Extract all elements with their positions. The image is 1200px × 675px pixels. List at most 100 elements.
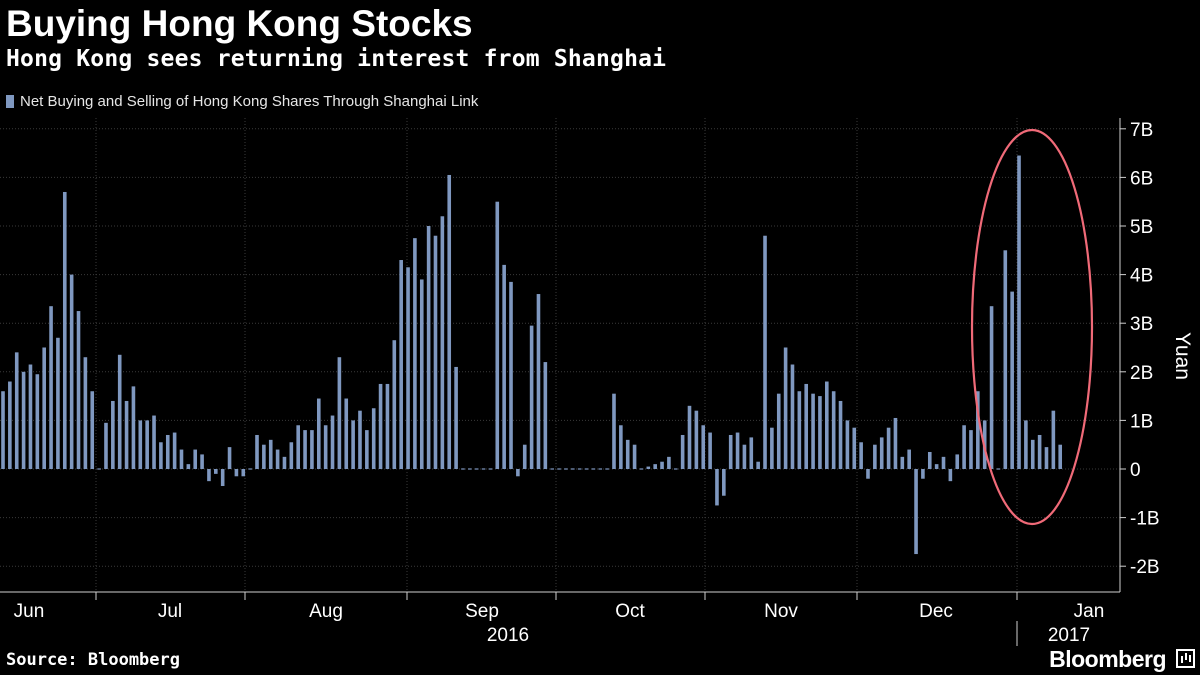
bar: [268, 439, 273, 469]
bar: [536, 294, 541, 469]
bar: [948, 469, 953, 482]
bar: [543, 362, 548, 469]
bar: [413, 238, 417, 469]
bar: [488, 468, 493, 470]
bar: [900, 456, 905, 469]
bar: [591, 468, 596, 470]
bar: [687, 405, 692, 469]
brand-logo: Bloomberg: [1049, 646, 1166, 672]
bar: [358, 410, 362, 469]
year-label: 2017: [1048, 625, 1090, 646]
x-tick-label: Dec: [919, 601, 953, 622]
bar: [426, 226, 431, 469]
bloomberg-chart-icon: [1176, 649, 1195, 668]
bar: [83, 357, 88, 469]
bar: [866, 469, 870, 479]
highlight-layer: [970, 128, 1094, 526]
bar: [468, 468, 472, 470]
bar: [1030, 439, 1035, 469]
bar: [433, 235, 438, 469]
bar: [852, 427, 857, 469]
bar: [1051, 410, 1056, 469]
bar: [756, 461, 760, 469]
bar: [14, 352, 19, 469]
bar: [612, 393, 616, 469]
x-tick-label: Jul: [158, 601, 182, 622]
bar: [605, 468, 609, 470]
y-tick-label: 3B: [1130, 314, 1153, 335]
bar: [145, 420, 149, 469]
bar: [783, 347, 788, 469]
bar: [667, 456, 671, 469]
bar: [715, 469, 719, 506]
chart-title: Buying Hong Kong Stocks: [6, 3, 473, 44]
bar: [893, 417, 898, 469]
bar: [214, 469, 218, 474]
bar: [193, 449, 198, 469]
bar: [749, 437, 754, 469]
bar: [763, 235, 767, 469]
bar: [1, 391, 5, 469]
bar: [111, 400, 115, 469]
bar: [165, 434, 170, 469]
bar: [28, 364, 33, 469]
bar: [673, 468, 678, 470]
bar: [248, 468, 252, 470]
gridlines: [0, 118, 1120, 592]
y-tick-label: 0: [1130, 460, 1141, 481]
bar: [680, 434, 685, 469]
bar: [927, 451, 932, 469]
bar: [625, 439, 630, 469]
bar: [934, 464, 939, 469]
x-tick-label: Aug: [309, 601, 343, 622]
bar: [234, 469, 239, 477]
bar: [172, 432, 177, 469]
bar: [152, 415, 156, 469]
bar: [474, 468, 479, 470]
bar: [378, 383, 383, 469]
bar: [557, 468, 561, 470]
bar: [419, 279, 424, 469]
x-tick-label: Oct: [615, 601, 645, 622]
bar: [399, 260, 403, 469]
bar: [529, 325, 534, 469]
y-tick-label: 6B: [1130, 168, 1153, 189]
bar: [296, 425, 300, 469]
bar: [742, 444, 747, 469]
bar: [316, 398, 321, 469]
y-tick-label: 5B: [1130, 217, 1153, 238]
year-label: 2016: [487, 625, 529, 646]
bar: [138, 420, 143, 469]
bar: [921, 469, 925, 479]
bar: [275, 449, 280, 469]
bar: [818, 396, 822, 469]
bar: [303, 430, 307, 469]
bar: [571, 468, 575, 470]
bar: [825, 381, 829, 469]
bar: [117, 354, 122, 469]
bar: [227, 447, 232, 469]
bar: [577, 468, 582, 470]
bar: [845, 420, 850, 469]
bar: [104, 422, 108, 469]
x-tick-label: Jun: [14, 601, 45, 622]
bar: [1044, 447, 1049, 469]
x-tick-label: Jan: [1074, 601, 1105, 622]
bar: [323, 425, 328, 469]
bar: [831, 391, 836, 469]
x-tick-label: Nov: [764, 601, 798, 622]
bar: [495, 201, 500, 469]
bar: [344, 398, 349, 469]
bar: [728, 434, 733, 469]
bar: [879, 437, 884, 469]
bar: [838, 400, 843, 469]
bar: [8, 381, 12, 469]
highlight-ellipse: [970, 128, 1094, 526]
bar: [976, 391, 980, 469]
bar: [42, 347, 46, 469]
x-tick-label: Sep: [465, 601, 499, 622]
bar: [447, 174, 452, 469]
y-tick-label: 1B: [1130, 411, 1153, 432]
bar: [584, 468, 589, 470]
axes: 7B 6B 5B 4B 3B 2B 1B 0 -1B -2B Jun Jul Aug Sep Oct Nov D…: [0, 118, 1194, 646]
